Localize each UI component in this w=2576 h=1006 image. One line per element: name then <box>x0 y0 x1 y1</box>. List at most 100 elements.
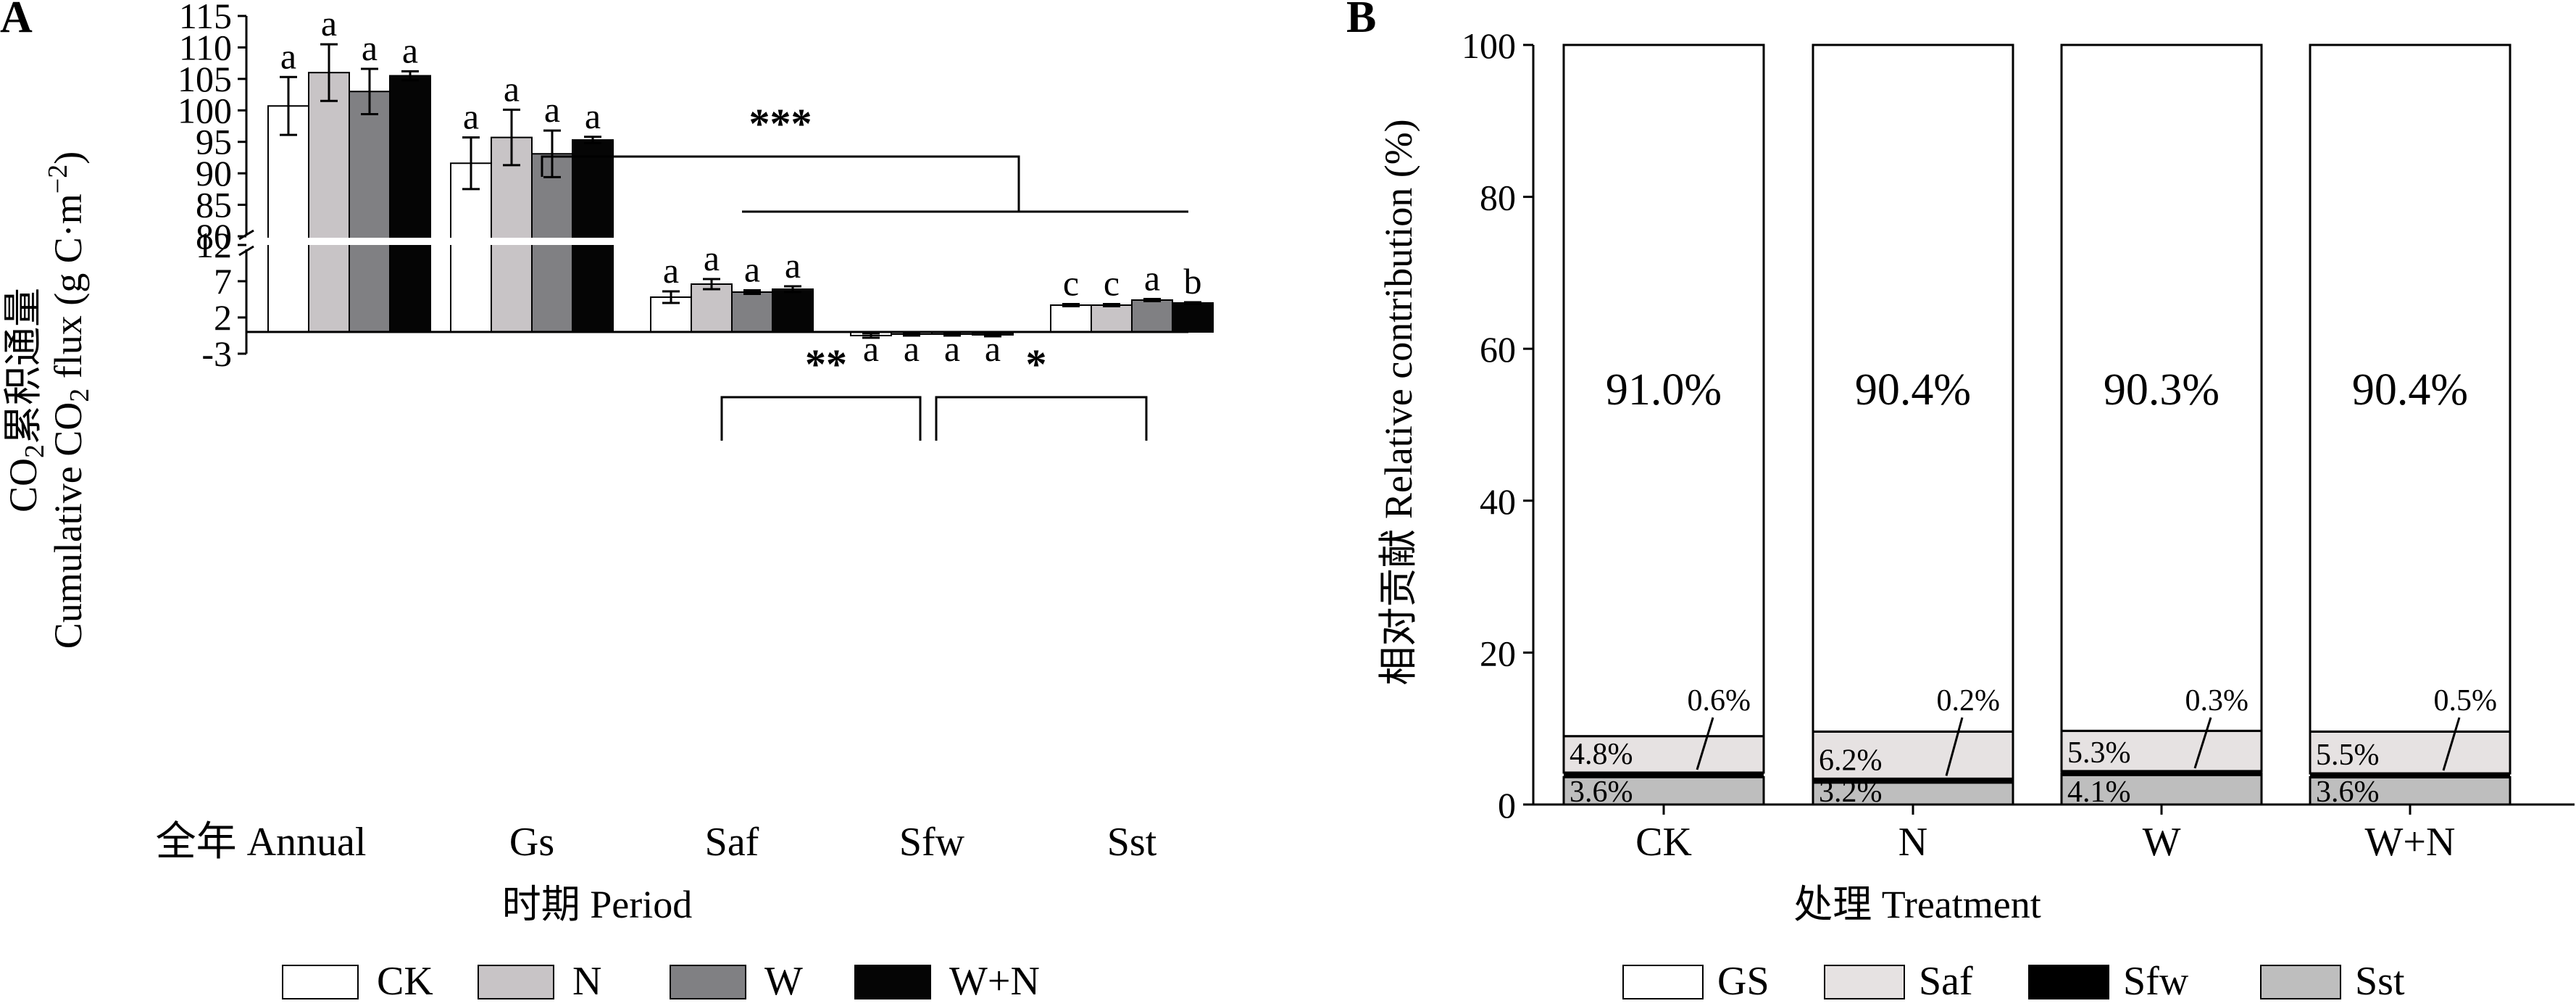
y-tick-label: 80 <box>1480 178 1516 218</box>
label-sst-n: 3.2% <box>1819 776 1883 809</box>
panel-a-legend: CK N W W+N <box>282 959 1040 1004</box>
legend-label-ck: CK <box>377 959 433 1004</box>
y-tick-label-lower: -3 <box>201 333 232 374</box>
panel-a-significance: ***** * <box>541 100 1188 441</box>
significance-letter: a <box>663 250 679 291</box>
label-sfw-w-n: 0.5% <box>2434 684 2498 718</box>
bar-break-gap <box>490 238 533 245</box>
y-tick-label-lower: 7 <box>214 261 232 302</box>
panel-b-ylabel: 相对贡献 Relative contribution (%) <box>1377 119 1420 685</box>
bar-ck-sst <box>1050 304 1092 333</box>
significance-letter: b <box>1184 261 1202 302</box>
bar-segment-saf-n <box>1812 730 2014 780</box>
bracket-single <box>935 396 1148 441</box>
bar-ck-gs <box>450 162 492 333</box>
panel-b-xlabel: 处理 Treatment <box>1793 883 2041 926</box>
ylabel-a-line1-prefix: CO <box>1 458 45 512</box>
leader-line-sfw <box>1696 717 1714 770</box>
legend-label-w: W <box>764 959 803 1004</box>
significance-letter: a <box>863 328 879 369</box>
bar-segment-saf-w-n <box>2309 730 2512 775</box>
x-category-label: Gs <box>509 820 554 865</box>
bar-segment-sfw-w <box>2062 770 2262 776</box>
leader-line-sfw <box>2442 717 2461 771</box>
svg-text:CO2累积通量: CO2累积通量 <box>1 288 50 512</box>
y-tick-label: 20 <box>1480 633 1516 673</box>
significance-letter: a <box>785 245 801 286</box>
ylabel-a-line2-end: ) <box>46 151 90 165</box>
bar-break-gap <box>307 238 351 245</box>
leader-line-sfw <box>2193 717 2212 769</box>
bar-segment-gs-w <box>2060 43 2263 732</box>
x-category-label: Sfw <box>899 820 965 865</box>
panel-a-ylabel: CO2累积通量 Cumulative CO2 flux (g C·m−2) <box>1 151 95 649</box>
panel-b-axes: 0 20 40 60 80 100 CK N W W+N <box>1462 25 2575 865</box>
bar-ck-annual <box>267 105 309 333</box>
significance-letter: a <box>504 68 520 109</box>
x-category-label: W+N <box>2365 820 2456 865</box>
legend-swatch-saf <box>1824 965 1905 999</box>
legend-swatch-w-n <box>854 965 931 999</box>
panel-b-bars: 91.0% 4.8% 3.6% 0.6% 90.4% 6.2%3.2% 0.2% 90.3% 5… <box>1562 43 2512 809</box>
significance-letter: c <box>1104 263 1120 304</box>
bar-n-saf <box>691 283 733 333</box>
significance-letter: a <box>904 328 920 369</box>
label-saf-w: 5.3% <box>2067 736 2131 770</box>
significance-letter: a <box>321 3 337 43</box>
label-sst-ck: 3.6% <box>1570 776 1633 809</box>
leader-line-sfw <box>1945 717 1964 776</box>
bar-break-gap <box>267 238 310 245</box>
label-sfw-ck: 0.6% <box>1688 684 1751 718</box>
legend-swatch-w <box>670 965 746 999</box>
significance-letter: a <box>744 249 760 290</box>
bar-break-gap <box>348 238 391 245</box>
y-tick-label-upper: 90 <box>196 153 232 194</box>
bar-segment-sfw-n <box>1813 778 2013 784</box>
y-tick-label: 40 <box>1480 481 1516 522</box>
ylabel-a-line1-suffix: 累积通量 <box>1 288 45 444</box>
y-tick-label-upper: 85 <box>196 185 232 225</box>
x-category-label: Saf <box>705 820 759 865</box>
bar-n-gs <box>491 136 533 333</box>
axis-break-mark-bottom <box>238 245 254 257</box>
label-gs-ck: 91.0% <box>1606 365 1722 415</box>
ylabel-a-line2-mid: flux (g C·m <box>46 194 90 388</box>
axis-break-mark-top <box>238 229 254 241</box>
legend-label-saf: Saf <box>1919 959 1973 1004</box>
bar-w-n-annual <box>389 75 431 333</box>
legend-swatch-gs <box>1622 965 1704 999</box>
svg-text:Cumulative CO2 flux (g C·m−2): Cumulative CO2 flux (g C·m−2) <box>43 151 95 649</box>
y-tick-label-lower: 2 <box>214 297 232 338</box>
panel-a-label: A <box>0 0 33 42</box>
bar-break-gap <box>571 238 614 245</box>
bar-break-gap <box>388 238 432 245</box>
significance-letter: a <box>944 328 960 369</box>
label-gs-w: 90.3% <box>2104 365 2219 415</box>
bar-n-sst <box>1091 304 1133 333</box>
ylabel-a-line2-prefix: Cumulative CO <box>46 402 90 649</box>
significance-double: ** <box>805 341 847 388</box>
label-sfw-w: 0.3% <box>2185 684 2249 718</box>
panel-b-legend: GS Saf Sfw Sst <box>1622 959 2405 1004</box>
bar-segment-gs-n <box>1812 43 2014 733</box>
bar-break-gap <box>449 238 493 245</box>
bar-w-annual <box>349 91 391 333</box>
bar-segment-sfw-w-n <box>2310 773 2510 779</box>
significance-letter: a <box>1144 258 1160 299</box>
bar-w-n-saf <box>772 288 814 333</box>
panel-b-label: B <box>1346 0 1376 42</box>
y-tick-label-upper: 105 <box>178 59 232 99</box>
significance-letter: c <box>1063 263 1079 304</box>
y-tick-label-upper: 95 <box>196 122 232 162</box>
y-tick-label: 60 <box>1480 329 1516 370</box>
bracket-triple <box>541 155 1188 213</box>
label-saf-w-n: 5.5% <box>2316 739 2380 772</box>
legend-label-w-n: W+N <box>949 959 1040 1004</box>
panel-a-xlabel: 时期 Period <box>502 883 693 926</box>
bracket-double <box>720 396 922 441</box>
label-sst-w: 4.1% <box>2067 776 2131 809</box>
x-category-label: 全年 Annual <box>156 820 367 865</box>
x-category-label: CK <box>1635 820 1692 865</box>
x-category-label: N <box>1898 820 1927 865</box>
